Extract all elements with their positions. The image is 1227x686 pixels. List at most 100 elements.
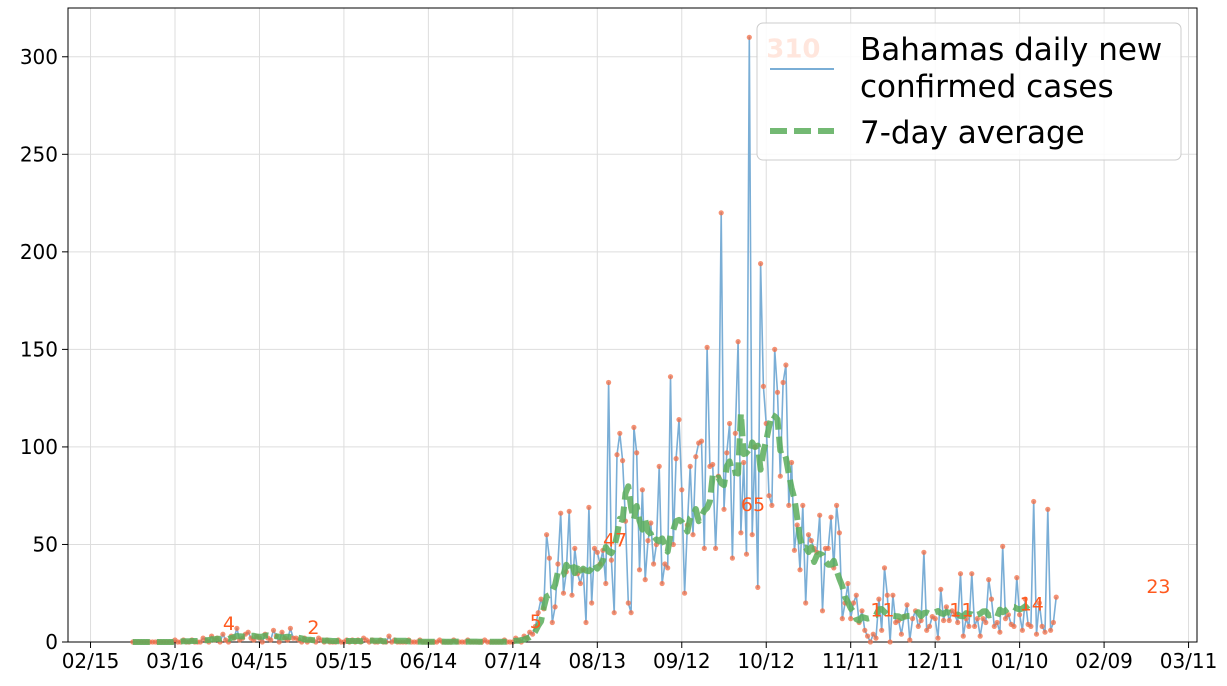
- data-point: [780, 379, 786, 386]
- data-point: [817, 512, 823, 518]
- data-point: [986, 577, 992, 583]
- data-point: [1000, 543, 1006, 550]
- x-tick-label: 04/15: [231, 649, 289, 673]
- data-point: [718, 210, 724, 216]
- data-point: [1039, 623, 1045, 630]
- data-point: [949, 608, 955, 614]
- data-point: [713, 545, 719, 552]
- y-tick-label: 0: [45, 630, 58, 654]
- data-point: [735, 339, 741, 345]
- data-point: [608, 557, 615, 563]
- data-point: [898, 631, 905, 637]
- data-point: [803, 600, 809, 606]
- data-point: [904, 602, 910, 608]
- data-point: [918, 617, 924, 624]
- data-point: [791, 547, 798, 553]
- data-point: [729, 555, 736, 561]
- data-point: [693, 454, 699, 460]
- data-point: [572, 545, 578, 552]
- value-annotation: 5: [530, 611, 542, 633]
- data-point: [935, 635, 941, 641]
- data-point: [682, 590, 688, 596]
- data-point: [1002, 616, 1009, 622]
- data-point: [774, 389, 781, 395]
- x-tick-label: 02/15: [62, 649, 120, 673]
- data-point: [555, 561, 561, 567]
- data-point: [1033, 631, 1040, 637]
- data-point: [606, 379, 612, 386]
- data-point: [614, 452, 620, 458]
- data-point: [1050, 619, 1056, 626]
- data-point: [665, 565, 671, 571]
- x-tick-label: 01/10: [991, 649, 1049, 673]
- x-tick-label: 03/16: [146, 649, 204, 673]
- data-point: [560, 590, 567, 596]
- data-point: [234, 625, 240, 631]
- data-point: [386, 633, 392, 639]
- data-point: [558, 510, 564, 516]
- data-point: [952, 612, 958, 618]
- data-point: [783, 362, 789, 368]
- data-point: [972, 623, 978, 630]
- legend: Bahamas daily new confirmed cases 7-day …: [756, 22, 1182, 161]
- data-point: [957, 571, 964, 577]
- data-point: [743, 551, 750, 557]
- data-point: [642, 577, 648, 583]
- data-point: [834, 502, 840, 508]
- data-point: [766, 493, 772, 499]
- data-point: [583, 619, 589, 626]
- y-tick-label: 50: [33, 532, 58, 556]
- data-point: [870, 631, 876, 637]
- data-point: [676, 417, 682, 423]
- data-point: [549, 619, 555, 626]
- data-point: [983, 619, 989, 626]
- data-point: [651, 561, 657, 567]
- grid: [68, 8, 1197, 643]
- data-point: [805, 532, 812, 538]
- data-point: [552, 604, 558, 610]
- x-tick-label: 08/13: [568, 649, 626, 673]
- data-point: [245, 629, 251, 635]
- data-point: [741, 459, 747, 466]
- data-point: [197, 639, 203, 645]
- data-point: [625, 600, 631, 606]
- data-point: [628, 610, 634, 616]
- data-point: [276, 639, 282, 645]
- data-point: [636, 567, 643, 573]
- data-point: [966, 623, 972, 630]
- data-point: [828, 514, 834, 520]
- data-point: [687, 463, 693, 469]
- data-point: [926, 623, 933, 630]
- data-point: [749, 532, 755, 538]
- data-point: [727, 420, 733, 427]
- data-point: [589, 600, 595, 606]
- data-point: [769, 502, 775, 508]
- data-point: [648, 520, 654, 526]
- legend-label-7-day-average: 7-day average: [860, 115, 1085, 151]
- data-point: [1042, 629, 1048, 635]
- x-tick-label: 03/11: [1160, 649, 1218, 673]
- data-point: [535, 610, 541, 616]
- data-point: [879, 627, 885, 633]
- data-point: [977, 633, 983, 639]
- data-point: [786, 502, 792, 508]
- data-point: [755, 584, 761, 591]
- data-point: [1019, 627, 1025, 633]
- data-point: [667, 374, 674, 380]
- x-tick-label: 12/11: [906, 649, 964, 673]
- data-point: [946, 617, 952, 624]
- data-point: [259, 639, 265, 645]
- legend-label-daily-cases-line2: confirmed cases: [860, 69, 1114, 105]
- legend-label-daily-cases-line1: Bahamas daily new: [860, 32, 1162, 68]
- x-tick-label: 09/12: [653, 649, 711, 673]
- data-point: [760, 383, 767, 389]
- data-point: [732, 430, 738, 436]
- data-point: [662, 561, 668, 567]
- y-tick-label: 300: [20, 45, 58, 69]
- data-point: [1036, 600, 1042, 606]
- data-point: [1005, 612, 1012, 618]
- data-point: [1014, 575, 1020, 581]
- data-point: [594, 549, 600, 555]
- data-point: [825, 545, 831, 552]
- data-point: [845, 580, 851, 587]
